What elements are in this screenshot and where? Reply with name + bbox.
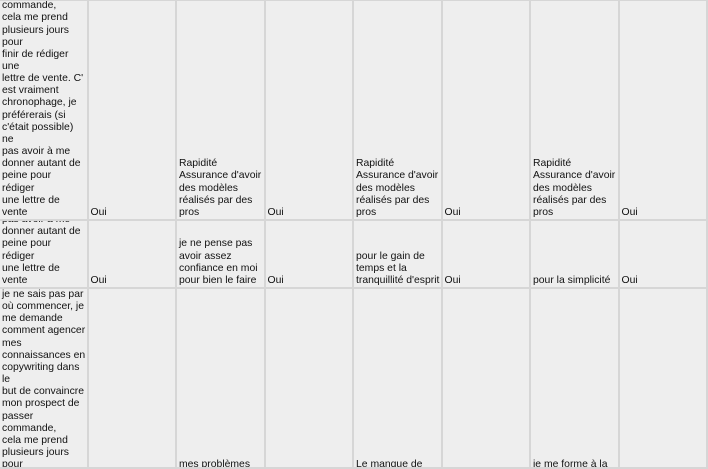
cell-answer[interactable]: Oui	[266, 1, 354, 219]
cell-answer[interactable]: Oui	[266, 221, 354, 287]
cell-answer[interactable]: Oui	[89, 289, 177, 467]
cell-reason[interactable]: Le manque de temps	[354, 289, 443, 467]
cell-problem[interactable]: je ne sais pas par où commencer, je me d…	[0, 289, 89, 467]
cell-reason[interactable]: je ne pense pas avoir assez confiance en…	[177, 221, 266, 287]
table-row: je ne sais pas par où commencer, je me d…	[0, 289, 708, 469]
cell-answer[interactable]: Oui	[266, 289, 354, 467]
cell-problem[interactable]: je préférerais (si c'était possible) ne …	[0, 221, 89, 287]
cell-reason[interactable]: je me forme à la vidéo	[531, 289, 620, 467]
table-row: je me demande comment agencer mes connai…	[0, 1, 708, 221]
table-row: je préférerais (si c'était possible) ne …	[0, 221, 708, 289]
cell-reason[interactable]: Rapidité Assurance d'avoir des modèles r…	[531, 1, 620, 219]
cell-answer[interactable]: Oui	[443, 1, 531, 219]
cell-reason[interactable]: Rapidité Assurance d'avoir des modèles r…	[177, 1, 266, 219]
cell-reason[interactable]: mes problèmes cités plus haut	[177, 289, 266, 467]
cell-reason[interactable]: pour la simplicité	[531, 221, 620, 287]
cell-answer[interactable]: Oui	[620, 1, 708, 219]
cell-answer[interactable]: Non	[443, 289, 531, 467]
cell-answer[interactable]: Oui	[620, 221, 708, 287]
cell-reason[interactable]: Rapidité Assurance d'avoir des modèles r…	[354, 1, 443, 219]
cell-answer[interactable]: Oui	[89, 1, 177, 219]
cell-reason[interactable]: pour le gain de temps et la tranquillité…	[354, 221, 443, 287]
cell-answer[interactable]: Oui	[443, 221, 531, 287]
cell-answer[interactable]: Oui	[89, 221, 177, 287]
cell-problem[interactable]: je me demande comment agencer mes connai…	[0, 1, 89, 219]
cell-answer[interactable]: Oui	[620, 289, 708, 467]
